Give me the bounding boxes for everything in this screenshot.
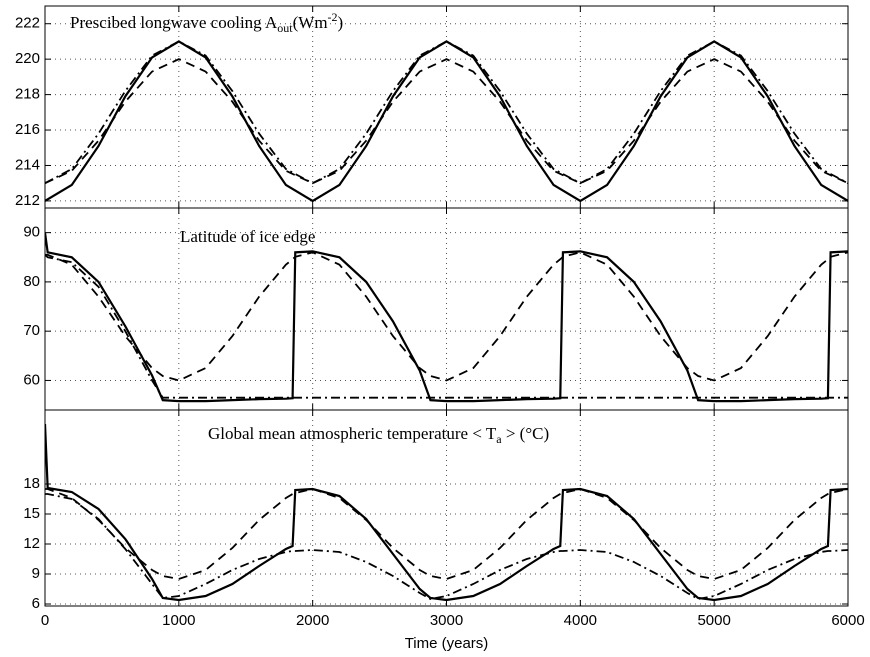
y-tick-label: 214 (15, 156, 40, 173)
x-tick-label: 6000 (831, 612, 864, 629)
y-tick-label: 60 (23, 371, 40, 388)
data-line (45, 423, 848, 602)
data-line (45, 254, 848, 399)
x-tick-label: 0 (41, 612, 49, 629)
y-tick-label: 218 (15, 86, 40, 103)
x-tick-label: 1000 (162, 612, 195, 629)
y-tick-label: 222 (15, 15, 40, 32)
y-tick-label: 212 (15, 192, 40, 209)
data-line (45, 493, 848, 600)
x-tick-label: 4000 (564, 612, 597, 629)
y-tick-label: 220 (15, 50, 40, 67)
y-tick-label: 12 (23, 535, 40, 552)
x-axis-label: Time (years) (405, 635, 489, 652)
data-line (45, 232, 848, 403)
panel-title: Latitude of ice edge (180, 227, 315, 246)
y-tick-label: 18 (23, 475, 40, 492)
data-line (45, 488, 848, 580)
plot-frame (44, 409, 849, 607)
data-line (45, 58, 848, 185)
x-tick-label: 3000 (430, 612, 463, 629)
y-tick-label: 216 (15, 121, 40, 138)
data-line (45, 40, 848, 203)
x-tick-label: 5000 (697, 612, 730, 629)
panel-title: Global mean atmospheric temperature < Ta… (208, 424, 549, 446)
y-tick-label: 6 (32, 595, 40, 612)
panel-title: Prescibed longwave cooling Aout(Wm-2) (70, 10, 343, 35)
y-tick-label: 15 (23, 505, 40, 522)
y-tick-label: 80 (23, 273, 40, 290)
y-tick-label: 9 (32, 565, 40, 582)
y-tick-label: 70 (23, 322, 40, 339)
x-tick-label: 2000 (296, 612, 329, 629)
data-line (45, 251, 848, 382)
y-tick-label: 90 (23, 224, 40, 241)
